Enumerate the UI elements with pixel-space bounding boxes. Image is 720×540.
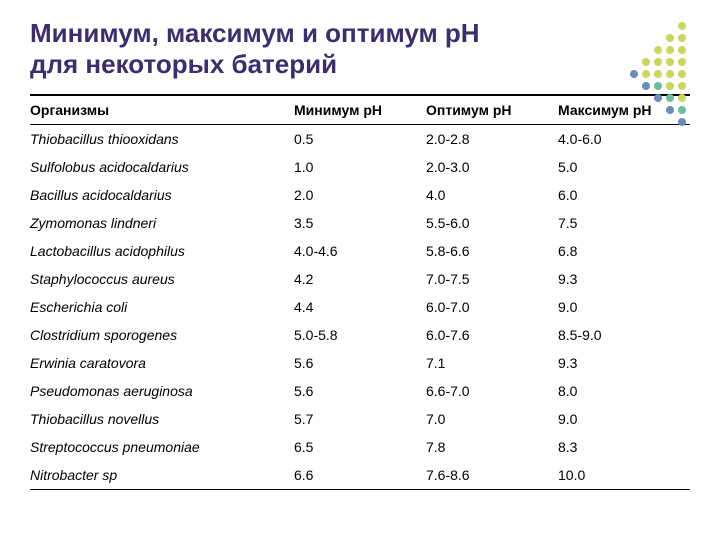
table-row: Streptococcus pneumoniae6.57.88.3 — [30, 433, 690, 461]
ph-table: Организмы Минимум рН Оптимум рН Максимум… — [30, 94, 690, 490]
table-container: Организмы Минимум рН Оптимум рН Максимум… — [30, 94, 690, 490]
cell-value: 6.6 — [294, 461, 426, 490]
cell-value: 6.5 — [294, 433, 426, 461]
slide-title: Минимум, максимум и оптимум рН для некот… — [30, 18, 690, 80]
cell-value: 10.0 — [558, 461, 690, 490]
cell-value: 5.8-6.6 — [426, 237, 558, 265]
cell-value: 3.5 — [294, 209, 426, 237]
cell-value: 4.0 — [426, 181, 558, 209]
cell-organism: Staphylococcus aureus — [30, 265, 294, 293]
cell-organism: Zymomonas lindneri — [30, 209, 294, 237]
cell-value: 6.0 — [558, 181, 690, 209]
cell-value: 6.0-7.0 — [426, 293, 558, 321]
title-line1: Минимум, максимум и оптимум рН — [30, 18, 480, 48]
table-row: Erwinia caratovora5.67.19.3 — [30, 349, 690, 377]
cell-value: 8.0 — [558, 377, 690, 405]
cell-value: 6.6-7.0 — [426, 377, 558, 405]
table-body: Thiobacillus thiooxidans0.52.0-2.84.0-6.… — [30, 125, 690, 490]
cell-value: 4.2 — [294, 265, 426, 293]
cell-value: 5.0-5.8 — [294, 321, 426, 349]
cell-value: 8.3 — [558, 433, 690, 461]
th-opt: Оптимум рН — [426, 95, 558, 125]
table-row: Escherichia coli4.46.0-7.09.0 — [30, 293, 690, 321]
cell-value: 5.6 — [294, 349, 426, 377]
table-header-row: Организмы Минимум рН Оптимум рН Максимум… — [30, 95, 690, 125]
cell-organism: Pseudomonas aeruginosa — [30, 377, 294, 405]
table-row: Zymomonas lindneri3.55.5-6.07.5 — [30, 209, 690, 237]
cell-organism: Streptococcus pneumoniae — [30, 433, 294, 461]
decor-dot-icon — [642, 82, 650, 90]
th-organisms: Организмы — [30, 95, 294, 125]
title-line2: для некоторых батерий — [30, 49, 337, 79]
cell-organism: Bacillus acidocaldarius — [30, 181, 294, 209]
cell-value: 9.0 — [558, 405, 690, 433]
cell-organism: Clostridium sporogenes — [30, 321, 294, 349]
cell-value: 9.0 — [558, 293, 690, 321]
cell-value: 2.0-2.8 — [426, 125, 558, 154]
cell-organism: Thiobacillus thiooxidans — [30, 125, 294, 154]
slide: Минимум, максимум и оптимум рН для некот… — [0, 0, 720, 540]
cell-value: 0.5 — [294, 125, 426, 154]
table-row: Sulfolobus acidocaldarius1.02.0-3.05.0 — [30, 153, 690, 181]
cell-organism: Nitrobacter sp — [30, 461, 294, 490]
table-row: Lactobacillus acidophilus4.0-4.65.8-6.66… — [30, 237, 690, 265]
cell-value: 7.6-8.6 — [426, 461, 558, 490]
cell-value: 2.0-3.0 — [426, 153, 558, 181]
table-row: Bacillus acidocaldarius2.04.06.0 — [30, 181, 690, 209]
cell-value: 9.3 — [558, 349, 690, 377]
cell-value: 2.0 — [294, 181, 426, 209]
cell-organism: Thiobacillus novellus — [30, 405, 294, 433]
cell-value: 7.8 — [426, 433, 558, 461]
cell-organism: Lactobacillus acidophilus — [30, 237, 294, 265]
cell-organism: Erwinia caratovora — [30, 349, 294, 377]
table-row: Pseudomonas aeruginosa5.66.6-7.08.0 — [30, 377, 690, 405]
cell-value: 4.0-6.0 — [558, 125, 690, 154]
cell-value: 7.5 — [558, 209, 690, 237]
cell-organism: Sulfolobus acidocaldarius — [30, 153, 294, 181]
cell-value: 6.0-7.6 — [426, 321, 558, 349]
table-row: Thiobacillus novellus5.77.09.0 — [30, 405, 690, 433]
table-row: Thiobacillus thiooxidans0.52.0-2.84.0-6.… — [30, 125, 690, 154]
cell-value: 5.0 — [558, 153, 690, 181]
decor-dot-icon — [666, 82, 674, 90]
decor-dot-icon — [678, 82, 686, 90]
cell-value: 7.1 — [426, 349, 558, 377]
cell-value: 5.7 — [294, 405, 426, 433]
cell-value: 7.0 — [426, 405, 558, 433]
cell-value: 8.5-9.0 — [558, 321, 690, 349]
cell-value: 4.4 — [294, 293, 426, 321]
cell-value: 6.8 — [558, 237, 690, 265]
th-min: Минимум рН — [294, 95, 426, 125]
cell-organism: Escherichia coli — [30, 293, 294, 321]
th-max: Максимум рН — [558, 95, 690, 125]
table-row: Nitrobacter sp6.67.6-8.610.0 — [30, 461, 690, 490]
table-row: Clostridium sporogenes5.0-5.86.0-7.68.5-… — [30, 321, 690, 349]
table-row: Staphylococcus aureus4.27.0-7.59.3 — [30, 265, 690, 293]
cell-value: 4.0-4.6 — [294, 237, 426, 265]
cell-value: 5.5-6.0 — [426, 209, 558, 237]
cell-value: 5.6 — [294, 377, 426, 405]
decor-dot-icon — [654, 82, 662, 90]
cell-value: 1.0 — [294, 153, 426, 181]
cell-value: 9.3 — [558, 265, 690, 293]
cell-value: 7.0-7.5 — [426, 265, 558, 293]
